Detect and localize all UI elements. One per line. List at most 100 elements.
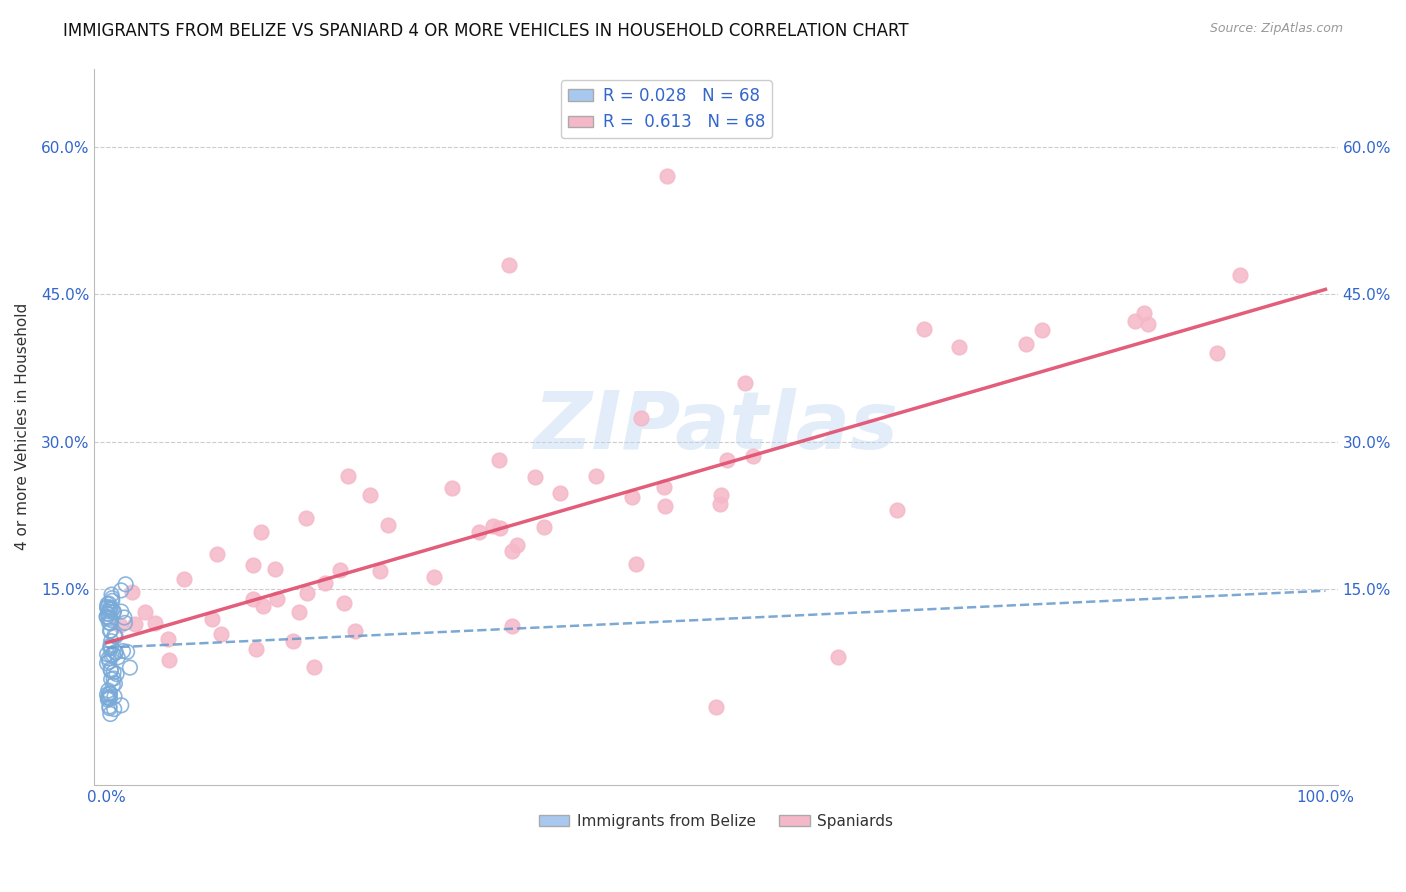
Point xyxy=(98,699,121,714)
Point xyxy=(295,586,318,600)
Point xyxy=(124,617,146,632)
Point xyxy=(948,340,970,354)
Legend: Immigrants from Belize, Spaniards: Immigrants from Belize, Spaniards xyxy=(533,807,900,835)
Point xyxy=(105,667,128,681)
Point xyxy=(704,699,727,714)
Point xyxy=(886,503,908,517)
Point xyxy=(100,673,122,687)
Point xyxy=(98,655,121,669)
Point xyxy=(1205,345,1227,359)
Point xyxy=(266,591,288,606)
Point xyxy=(97,607,120,621)
Point xyxy=(98,687,121,701)
Point xyxy=(157,632,180,647)
Point xyxy=(482,518,505,533)
Point xyxy=(97,683,120,698)
Point xyxy=(110,583,132,598)
Point xyxy=(97,611,120,625)
Point xyxy=(96,599,118,614)
Point xyxy=(440,481,463,495)
Point xyxy=(524,470,547,484)
Point xyxy=(100,648,122,663)
Point xyxy=(734,376,756,390)
Point xyxy=(97,607,120,622)
Point xyxy=(98,691,121,706)
Point xyxy=(654,499,676,513)
Point xyxy=(281,634,304,648)
Point xyxy=(97,597,120,611)
Point xyxy=(112,610,135,624)
Point xyxy=(104,645,127,659)
Point xyxy=(114,615,136,630)
Point xyxy=(101,594,124,608)
Point xyxy=(98,605,121,619)
Point xyxy=(827,650,849,665)
Point xyxy=(103,648,125,662)
Point xyxy=(110,698,132,713)
Point xyxy=(100,664,122,678)
Point xyxy=(533,520,555,534)
Point xyxy=(118,660,141,674)
Point xyxy=(96,647,118,661)
Point xyxy=(624,558,647,572)
Point xyxy=(104,676,127,690)
Point xyxy=(657,169,679,184)
Point xyxy=(101,591,124,606)
Point xyxy=(96,657,118,671)
Point xyxy=(245,642,267,657)
Point xyxy=(98,602,121,616)
Point xyxy=(100,640,122,654)
Point xyxy=(501,619,523,633)
Point xyxy=(912,321,935,335)
Point xyxy=(652,480,675,494)
Point xyxy=(104,645,127,659)
Point xyxy=(333,596,356,610)
Point xyxy=(97,615,120,630)
Point xyxy=(488,453,510,467)
Point xyxy=(103,605,125,619)
Point xyxy=(620,490,643,504)
Point xyxy=(98,600,121,615)
Point xyxy=(103,665,125,680)
Point xyxy=(98,706,121,721)
Point xyxy=(98,686,121,700)
Point xyxy=(98,701,121,715)
Point xyxy=(506,538,529,552)
Point xyxy=(250,525,273,540)
Point xyxy=(103,702,125,716)
Point xyxy=(501,543,523,558)
Point xyxy=(1133,306,1156,320)
Point xyxy=(97,690,120,704)
Point xyxy=(96,597,118,611)
Point xyxy=(115,645,138,659)
Point xyxy=(252,599,274,613)
Point xyxy=(343,624,366,639)
Point xyxy=(468,524,491,539)
Point xyxy=(359,488,381,502)
Point xyxy=(314,576,336,591)
Point xyxy=(295,511,318,525)
Point xyxy=(585,469,607,483)
Point xyxy=(103,629,125,643)
Point xyxy=(716,452,738,467)
Point xyxy=(1123,314,1146,328)
Point xyxy=(111,644,134,658)
Text: IMMIGRANTS FROM BELIZE VS SPANIARD 4 OR MORE VEHICLES IN HOUSEHOLD CORRELATION C: IMMIGRANTS FROM BELIZE VS SPANIARD 4 OR … xyxy=(63,22,908,40)
Point xyxy=(242,558,264,572)
Point xyxy=(98,624,121,638)
Point xyxy=(100,639,122,653)
Point xyxy=(302,660,325,674)
Point xyxy=(489,521,512,535)
Point xyxy=(329,563,352,577)
Text: ZIPatlas: ZIPatlas xyxy=(533,388,898,466)
Point xyxy=(1031,323,1053,337)
Point xyxy=(96,601,118,615)
Point xyxy=(1015,337,1038,351)
Point xyxy=(96,688,118,702)
Point xyxy=(110,605,132,619)
Point xyxy=(100,662,122,676)
Point xyxy=(103,605,125,619)
Point xyxy=(368,564,391,578)
Point xyxy=(103,690,125,704)
Point xyxy=(173,572,195,586)
